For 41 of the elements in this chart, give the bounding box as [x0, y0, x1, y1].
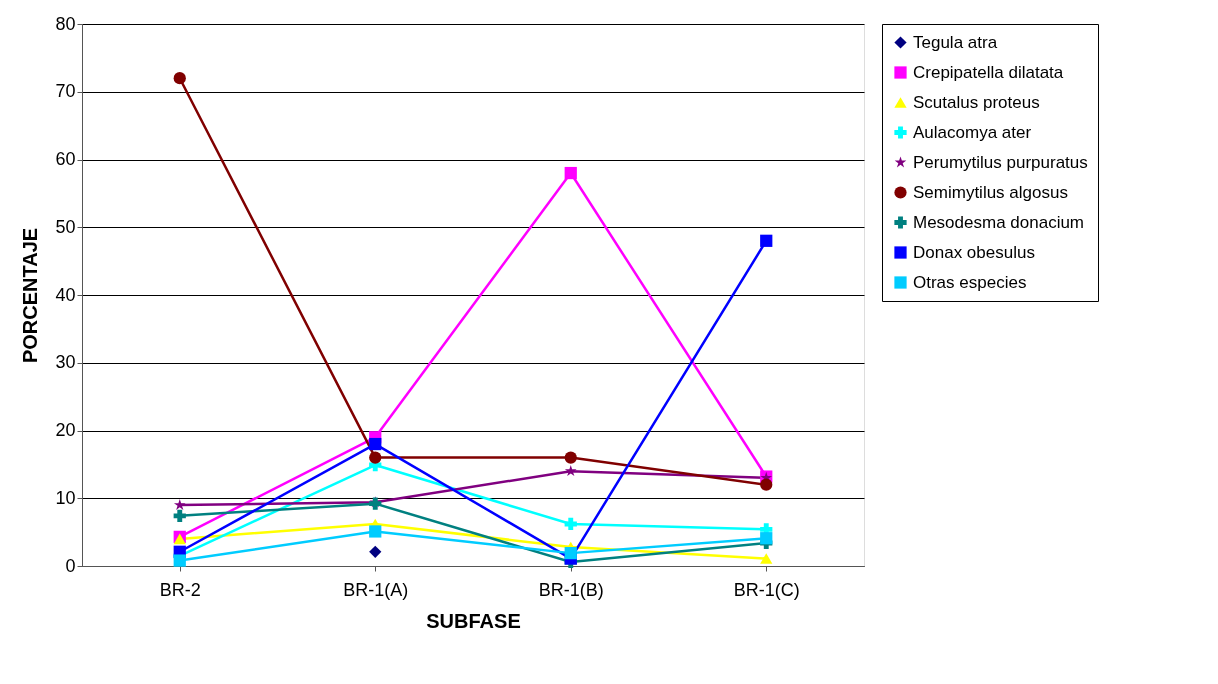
y-axis-title: PORCENTAJE	[19, 227, 42, 364]
y-tick-label: 10	[55, 487, 76, 508]
point	[564, 166, 577, 180]
point	[564, 465, 577, 477]
point	[564, 451, 577, 464]
y-tick-label: 30	[55, 352, 76, 373]
legend-label: Aulacomya ater	[913, 122, 1032, 142]
legend-label: Mesodesma donacium	[913, 212, 1085, 232]
legend-label: Perumytilus purpuratus	[913, 152, 1088, 172]
point	[369, 545, 382, 558]
point	[369, 451, 382, 464]
point	[173, 498, 186, 510]
x-axis-title: SUBFASE	[426, 609, 521, 632]
point	[564, 547, 577, 560]
legend-label: Donax obesulus	[913, 242, 1035, 262]
legend-label: Tegula atra	[913, 32, 998, 52]
point	[173, 509, 186, 522]
point	[760, 234, 773, 247]
y-tick-label: 70	[55, 81, 76, 102]
x-tick-label: BR-1(C)	[733, 579, 800, 600]
y-tick-label: 50	[55, 216, 76, 237]
point	[173, 72, 186, 85]
point	[760, 532, 773, 545]
legend-label: Scutalus proteus	[913, 92, 1040, 112]
legend-label: Otras especies	[913, 272, 1027, 292]
point	[564, 517, 577, 531]
point	[369, 525, 382, 538]
y-tick-label: 80	[55, 13, 76, 34]
point	[173, 554, 186, 567]
y-tick-label: 0	[65, 555, 76, 576]
y-tick-label: 20	[55, 420, 76, 440]
point	[760, 478, 773, 491]
y-tick-label: 40	[55, 284, 76, 305]
legend-label: Crepipatella dilatata	[913, 62, 1064, 82]
point	[369, 437, 382, 451]
x-tick-label: BR-1(A)	[343, 579, 409, 600]
legend-label: Semimytilus algosus	[913, 182, 1068, 202]
y-tick-label: 60	[55, 149, 76, 169]
x-tick-label: BR-1(B)	[538, 579, 604, 600]
x-tick-label: BR-2	[159, 579, 201, 600]
point	[760, 553, 773, 564]
